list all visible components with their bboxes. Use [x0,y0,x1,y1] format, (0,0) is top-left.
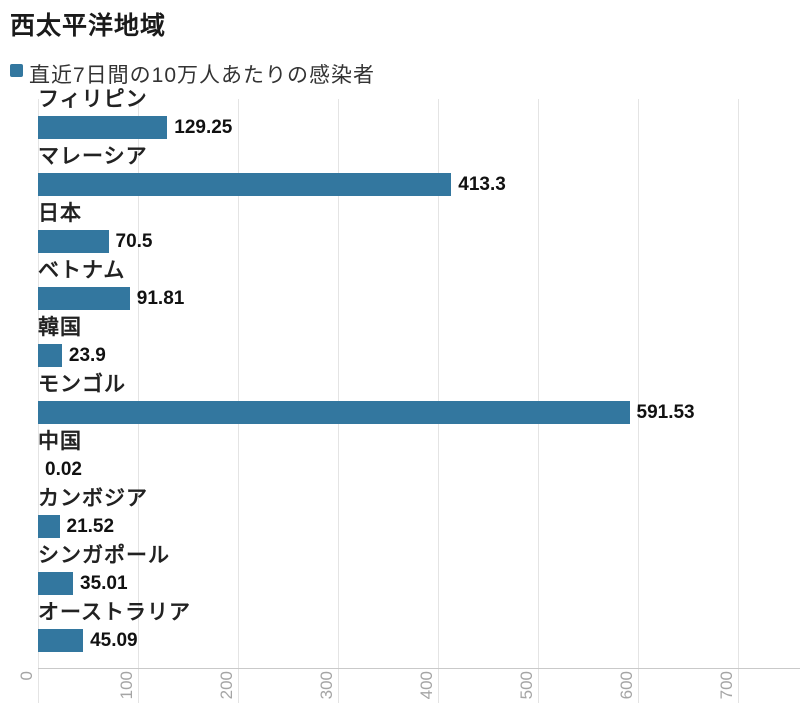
bar[interactable] [38,173,452,196]
value-label: 129.25 [174,117,233,138]
value-label: 91.81 [136,288,185,309]
value-label: 35.01 [80,573,128,594]
legend-label: 直近7日間の10万人あたりの感染者 [29,64,376,87]
value-label: 413.3 [458,174,506,195]
category-label: マレーシア [38,145,148,168]
legend: 直近7日間の10万人あたりの感染者 [10,59,375,89]
bar[interactable] [38,344,62,367]
bar[interactable] [38,287,130,310]
bar[interactable] [38,401,630,424]
bar[interactable] [38,116,168,139]
category-label: 日本 [38,202,82,225]
gridline [637,99,639,703]
x-axis-line [38,668,800,669]
legend-marker-icon [10,64,23,77]
category-label: カンボジア [38,487,148,510]
bar[interactable] [38,629,84,652]
category-label: 韓国 [38,316,82,339]
category-label: ベトナム [38,259,126,282]
category-label: モンゴル [38,373,126,396]
category-label: オーストラリア [38,601,191,624]
value-label: 45.09 [90,630,138,651]
value-label: 70.5 [115,231,153,252]
bar[interactable] [38,515,60,538]
value-label: 591.53 [636,402,695,423]
value-label: 21.52 [66,516,115,537]
category-label: 中国 [38,430,82,453]
gridline [737,99,739,703]
chart-title: 西太平洋地域 [10,12,167,40]
value-label: 0.02 [45,459,82,480]
category-label: シンガポール [38,544,170,567]
bar[interactable] [38,230,109,253]
bar[interactable] [38,572,73,595]
category-label: フィリピン [38,88,148,111]
value-label: 23.9 [68,345,106,366]
